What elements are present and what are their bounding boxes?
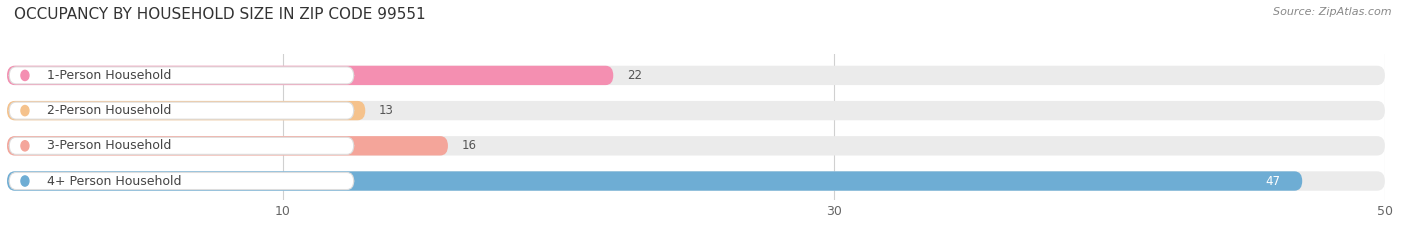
- Text: 22: 22: [627, 69, 643, 82]
- Text: Source: ZipAtlas.com: Source: ZipAtlas.com: [1274, 7, 1392, 17]
- FancyBboxPatch shape: [10, 172, 354, 189]
- FancyBboxPatch shape: [10, 67, 354, 84]
- Circle shape: [21, 70, 30, 81]
- FancyBboxPatch shape: [7, 101, 366, 120]
- FancyBboxPatch shape: [7, 136, 1385, 155]
- Text: 16: 16: [461, 139, 477, 152]
- FancyBboxPatch shape: [10, 102, 354, 119]
- FancyBboxPatch shape: [7, 171, 1302, 191]
- FancyBboxPatch shape: [7, 101, 1385, 120]
- Text: 3-Person Household: 3-Person Household: [46, 139, 172, 152]
- Circle shape: [21, 176, 30, 186]
- Text: 4+ Person Household: 4+ Person Household: [46, 175, 181, 188]
- FancyBboxPatch shape: [7, 66, 613, 85]
- Circle shape: [21, 106, 30, 116]
- Text: 2-Person Household: 2-Person Household: [46, 104, 172, 117]
- Text: OCCUPANCY BY HOUSEHOLD SIZE IN ZIP CODE 99551: OCCUPANCY BY HOUSEHOLD SIZE IN ZIP CODE …: [14, 7, 426, 22]
- FancyBboxPatch shape: [7, 66, 1385, 85]
- FancyBboxPatch shape: [7, 136, 449, 155]
- Circle shape: [21, 141, 30, 151]
- Text: 13: 13: [380, 104, 394, 117]
- Text: 47: 47: [1265, 175, 1281, 188]
- FancyBboxPatch shape: [10, 137, 354, 154]
- FancyBboxPatch shape: [7, 171, 1385, 191]
- Text: 1-Person Household: 1-Person Household: [46, 69, 172, 82]
